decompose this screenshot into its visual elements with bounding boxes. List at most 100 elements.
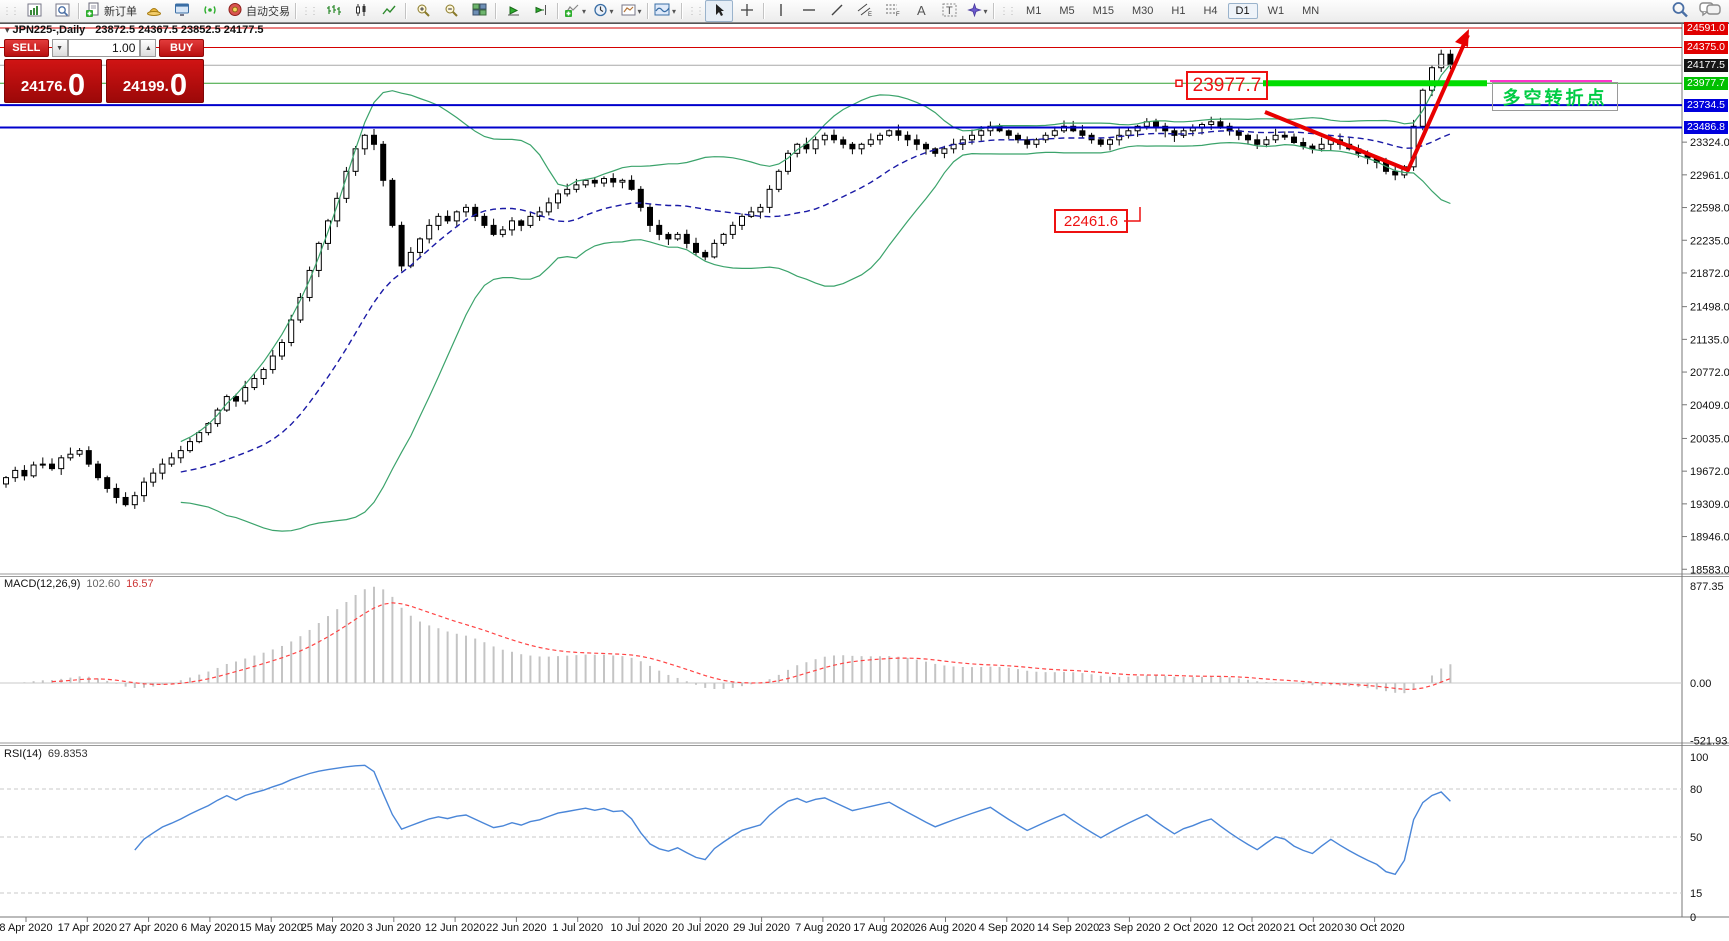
profile-window-icon [55, 3, 70, 20]
strategy-tester-button[interactable] [196, 0, 224, 22]
profile-window-button[interactable] [48, 0, 76, 22]
search-icon[interactable] [1671, 1, 1689, 21]
resistance-price-label[interactable]: 23977.7 [1186, 71, 1268, 100]
candlestick-chart-button[interactable] [347, 0, 375, 22]
rsi-indicator-label: RSI(14) 69.8353 [4, 748, 88, 760]
svg-text:877.35: 877.35 [1690, 581, 1724, 593]
tile-windows-button[interactable] [465, 0, 493, 22]
tile-windows-icon [472, 3, 487, 20]
volume-input[interactable]: 1.00 [67, 39, 141, 57]
candlestick-chart-icon [354, 3, 369, 20]
periods-button[interactable]: ▾ [589, 0, 617, 22]
chat-icon[interactable] [1699, 1, 1721, 21]
chart-canvas[interactable]: 23324.0 22961.0 22598.0 22235.0 21872.0 21498… [0, 23, 1729, 941]
svg-text:17 Apr 2020: 17 Apr 2020 [58, 922, 117, 934]
new-order-icon [85, 2, 101, 20]
cursor-icon [713, 3, 726, 20]
arrow-shapes-icon [966, 2, 982, 20]
new-order-button[interactable]: 新订单 [82, 0, 140, 22]
toolbar-separator [495, 3, 497, 19]
timeframe-M15[interactable]: M15 [1092, 5, 1114, 17]
svg-text:12 Oct 2020: 12 Oct 2020 [1222, 922, 1282, 934]
timeframe-M5[interactable]: M5 [1059, 5, 1075, 17]
indicators-button[interactable]: ▾ [561, 0, 589, 22]
horizontal-line-icon [802, 3, 816, 20]
expert-advisors-button[interactable] [140, 0, 168, 22]
timeframe-D1[interactable]: D1 [1227, 3, 1258, 19]
svg-text:23 Sep 2020: 23 Sep 2020 [1098, 922, 1160, 934]
sell-price-pip: 0 [67, 67, 86, 102]
vertical-line-button[interactable] [767, 0, 795, 22]
chart-shift-button[interactable] [527, 0, 555, 22]
terminal-button[interactable] [168, 0, 196, 22]
zoom-out-button[interactable] [437, 0, 465, 22]
toolbar-separator [557, 3, 559, 19]
horizontal-line-button[interactable] [795, 0, 823, 22]
new-chart-icon [27, 3, 42, 20]
toolbar-grip: ⋮⋮ [999, 5, 1017, 17]
svg-text:20772.0: 20772.0 [1690, 367, 1729, 379]
text-label-icon: T [942, 3, 957, 20]
volume-up-button[interactable]: ▲ [140, 39, 157, 57]
one-click-trading-panel: SELL ▼ 1.00 ▲ BUY 24176. 0 24199. 0 [4, 39, 205, 103]
equidistant-channel-button[interactable]: E [851, 0, 879, 22]
svg-text:19672.0: 19672.0 [1690, 466, 1729, 478]
bar-chart-button[interactable] [319, 0, 347, 22]
new-chart-button[interactable] [20, 0, 48, 22]
toolbar-separator [681, 3, 684, 19]
svg-text:30 Oct 2020: 30 Oct 2020 [1345, 922, 1405, 934]
text-label-button[interactable]: T [935, 0, 963, 22]
svg-text:15: 15 [1690, 888, 1702, 900]
support-price-label[interactable]: 22461.6 [1054, 209, 1128, 233]
templates-icon [621, 3, 636, 20]
toolbar-grip: ⋮⋮ [301, 5, 319, 17]
svg-text:22598.0: 22598.0 [1690, 203, 1729, 215]
zoom-in-button[interactable] [409, 0, 437, 22]
svg-text:20409.0: 20409.0 [1690, 400, 1729, 412]
buy-price: 24199. [122, 78, 169, 95]
timeframe-H4[interactable]: H4 [1203, 5, 1218, 17]
timeframe-MN[interactable]: MN [1302, 5, 1320, 17]
autotrading-label: 自动交易 [246, 6, 290, 18]
timeframe-W1[interactable]: W1 [1267, 5, 1285, 17]
timeframe-M30[interactable]: M30 [1132, 5, 1154, 17]
collapse-triangle-icon: ▾ [5, 25, 10, 35]
dropdown-arrow-icon: ▾ [609, 6, 614, 16]
text-button[interactable]: A [907, 0, 935, 22]
svg-text:10 Jul 2020: 10 Jul 2020 [611, 922, 668, 934]
trend-line-button[interactable] [823, 0, 851, 22]
svg-text:21135.0: 21135.0 [1690, 334, 1729, 346]
price-badge: 23486.8 [1684, 120, 1728, 134]
svg-text:4 Sep 2020: 4 Sep 2020 [979, 922, 1035, 934]
chart-profile-button[interactable]: ▾ [651, 0, 679, 22]
svg-text:25 May 2020: 25 May 2020 [301, 922, 365, 934]
volume-down-button[interactable]: ▼ [51, 39, 68, 57]
cursor-button[interactable] [705, 0, 734, 22]
toolbar-separator [993, 3, 996, 19]
svg-text:18946.0: 18946.0 [1690, 532, 1729, 544]
ohlc-values: 23872.5 24367.5 23852.5 24177.5 [95, 24, 264, 36]
autotrading-button[interactable]: 自动交易 [224, 0, 293, 22]
sell-price: 24176. [20, 78, 67, 95]
fibonacci-button[interactable]: F [879, 0, 907, 22]
svg-text:6 May 2020: 6 May 2020 [181, 922, 238, 934]
chart-profile-icon [654, 2, 670, 20]
sell-button[interactable]: SELL [4, 39, 49, 57]
timeframe-H1[interactable]: H1 [1171, 5, 1186, 17]
buy-price-panel[interactable]: 24199. 0 [106, 59, 204, 103]
line-chart-button[interactable] [375, 0, 403, 22]
svg-text:T: T [946, 5, 953, 17]
arrow-shapes-button[interactable]: ▾ [963, 0, 991, 22]
svg-text:F: F [896, 12, 900, 17]
auto-scroll-button[interactable] [499, 0, 527, 22]
buy-button[interactable]: BUY [159, 39, 205, 57]
turning-point-annotation[interactable]: 多空转折点 [1492, 82, 1618, 111]
crosshair-button[interactable] [733, 0, 761, 22]
symbol-period-label: JPN225-,Daily [12, 24, 86, 36]
templates-button[interactable]: ▾ [617, 0, 645, 22]
svg-text:22 Jun 2020: 22 Jun 2020 [486, 922, 547, 934]
sell-price-panel[interactable]: 24176. 0 [4, 59, 102, 103]
text-icon: A [915, 3, 928, 20]
timeframe-M1[interactable]: M1 [1026, 5, 1042, 17]
svg-text:80: 80 [1690, 784, 1702, 796]
